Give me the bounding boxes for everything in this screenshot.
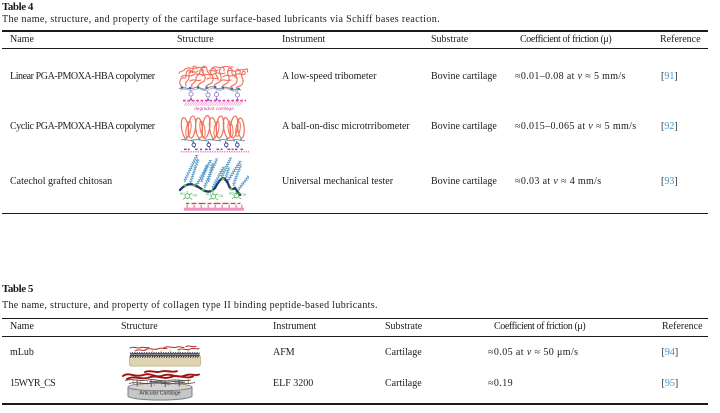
svg-text:HO: HO (229, 192, 234, 196)
svg-text:OH: OH (193, 194, 198, 198)
svg-text:degraded cartilage: degraded cartilage (194, 106, 234, 112)
svg-text:HO: HO (206, 193, 211, 197)
svg-text:OH: OH (219, 194, 224, 198)
svg-text:HO: HO (180, 192, 185, 196)
svg-text:Articular Cartilage: Articular Cartilage (139, 391, 180, 397)
svg-text:OH: OH (242, 193, 247, 197)
